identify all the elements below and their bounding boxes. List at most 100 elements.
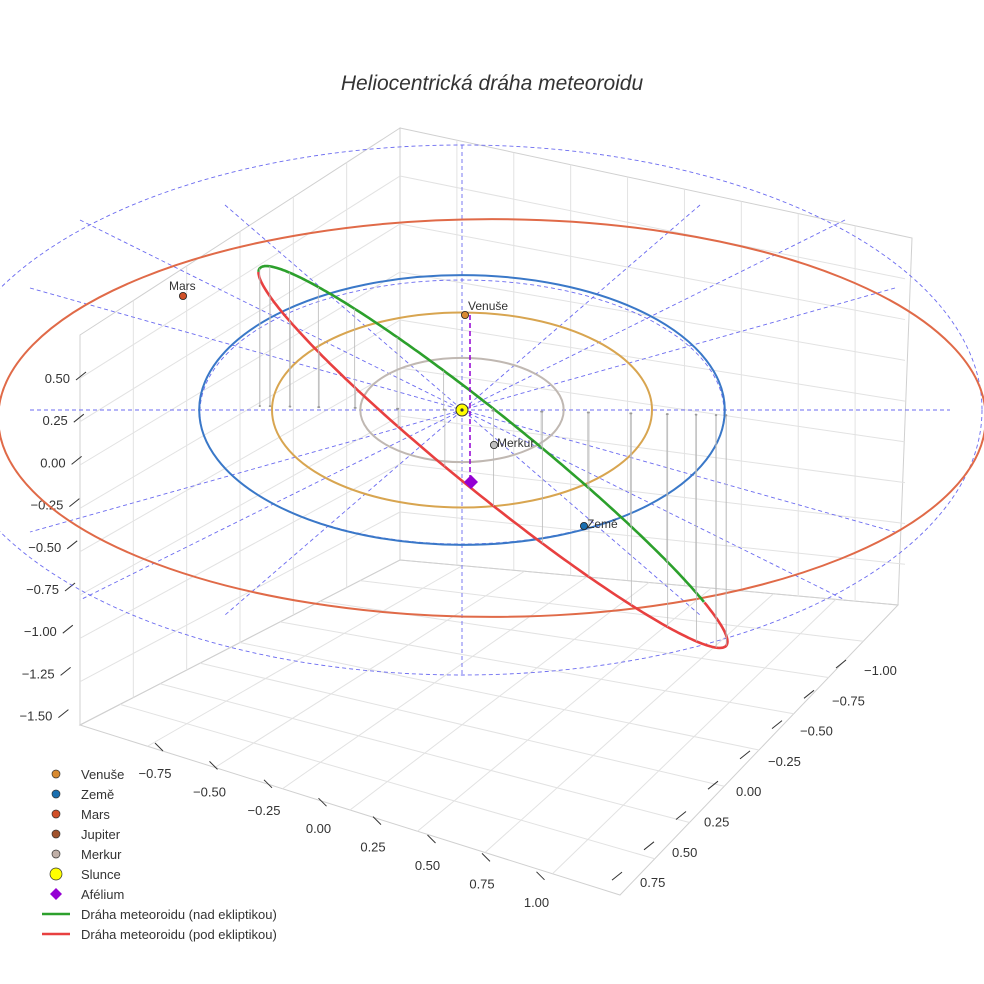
x-tick (427, 834, 436, 844)
x-axis: −0.75 −0.50 −0.25 0.00 0.25 0.50 0.75 1.00 (139, 742, 549, 910)
floor-gridline (417, 587, 712, 832)
drop-foot (694, 413, 697, 416)
x-tick-label: 0.25 (360, 840, 385, 855)
x-tick-label: 0.50 (415, 858, 440, 873)
meteoroid-orbit-below (257, 271, 729, 650)
drop-foot (317, 406, 320, 409)
back-right-pane (399, 127, 913, 606)
x-tick-label: −0.50 (193, 784, 226, 799)
drop-foot (268, 405, 271, 408)
x-tick (263, 779, 273, 789)
z-tick (75, 371, 87, 381)
right-pane-hgrid (399, 463, 906, 524)
y-tick-label: −1.00 (864, 663, 897, 678)
floor-gridline (279, 621, 794, 715)
legend-marker (50, 888, 62, 900)
legend-label: Venuše (81, 767, 124, 782)
meteoroid-orbit (257, 264, 729, 650)
x-tick (209, 761, 218, 770)
drop-foot (288, 405, 291, 408)
z-tick-label: −0.75 (26, 582, 59, 597)
z-tick (60, 667, 71, 676)
drop-foot (665, 413, 668, 416)
x-tick (154, 742, 164, 752)
planet-label: Merkur (497, 436, 534, 450)
y-tick (835, 659, 847, 669)
drop-foot (491, 409, 494, 412)
left-pane-hgrid (79, 175, 401, 379)
left-pane-hgrid (79, 367, 401, 553)
left-pane-hgrid (79, 223, 401, 423)
legend-item: Dráha meteoroidu (nad ekliptikou) (42, 907, 277, 922)
aphelion-marker (464, 475, 478, 489)
sun-center (460, 408, 464, 412)
left-pane-hgrid (79, 319, 401, 509)
meteoroid-orbit-above (257, 264, 706, 603)
drop-foot (396, 407, 399, 410)
y-tick-label: 0.00 (736, 784, 761, 799)
drop-foot (258, 404, 261, 407)
planet-label: Mars (169, 279, 196, 293)
x-tick-label: 1.00 (524, 895, 549, 910)
y-tick (611, 871, 623, 881)
left-pane-hgrid (79, 415, 401, 596)
legend-item: Slunce (49, 867, 121, 882)
legend-label: Země (81, 787, 114, 802)
right-pane-hgrid (399, 511, 906, 565)
y-tick (707, 780, 719, 790)
drop-lines (258, 266, 728, 648)
z-tick (58, 709, 69, 718)
y-axis: −1.00 −0.75 −0.50 −0.25 0.00 0.25 0.50 0.75 (611, 659, 897, 890)
axis-box (78, 127, 913, 896)
legend-label: Jupiter (81, 827, 121, 842)
y-tick-label: −0.75 (832, 693, 865, 708)
z-tick (66, 540, 78, 550)
y-tick-label: 0.75 (640, 875, 665, 890)
planet-point-Merkur (489, 440, 498, 449)
z-tick (69, 498, 80, 507)
legend-marker (51, 809, 61, 819)
legend-label: Dráha meteoroidu (nad ekliptikou) (81, 907, 277, 922)
legend-item: Afélium (50, 887, 124, 902)
y-tick (771, 720, 783, 729)
planet-points: Merkur Venuše Země Mars (169, 279, 618, 531)
planet-label: Venuše (468, 299, 508, 313)
legend-marker (51, 769, 61, 779)
drop-foot (586, 411, 589, 414)
y-tick-label: −0.25 (768, 754, 801, 769)
legend: Venuše Země Mars Jupiter Merkur Slunce Afélium… (42, 767, 277, 942)
legend-label: Mars (81, 807, 110, 822)
planet-point-Mars (178, 291, 187, 300)
legend-item: Venuše (51, 767, 124, 782)
orbit-merkur (359, 356, 565, 464)
chart-title: Heliocentrická dráha meteoroidu (340, 72, 644, 95)
y-tick (675, 811, 687, 820)
drop-foot (540, 410, 543, 413)
legend-item: Dráha meteoroidu (pod ekliptikou) (42, 927, 277, 942)
left-pane-hgrid (79, 463, 401, 639)
x-tick (536, 871, 545, 881)
x-tick (318, 797, 327, 807)
z-tick-label: 0.00 (40, 455, 65, 470)
z-tick-label: −1.50 (19, 709, 52, 724)
orbit-mars (0, 218, 984, 618)
legend-item: Merkur (51, 847, 122, 862)
z-tick (62, 624, 74, 634)
z-tick (64, 582, 76, 592)
left-pane-hgrid (79, 511, 401, 683)
legend-marker (51, 849, 61, 859)
x-tick-label: −0.25 (248, 803, 281, 818)
legend-label: Dráha meteoroidu (pod ekliptikou) (81, 927, 277, 942)
x-tick (372, 816, 382, 825)
legend-label: Afélium (81, 887, 124, 902)
z-tick (71, 456, 82, 465)
z-tick-label: −1.25 (22, 666, 55, 681)
z-tick-label: 0.25 (42, 413, 67, 428)
x-tick-label: −0.75 (139, 766, 172, 781)
legend-item: Země (51, 787, 114, 802)
legend-label: Slunce (81, 867, 121, 882)
drop-foot (442, 408, 445, 411)
z-axis: 0.500.250.00−0.25−0.50−0.75−1.00−1.25−1.… (19, 371, 87, 724)
y-tick (643, 841, 655, 851)
